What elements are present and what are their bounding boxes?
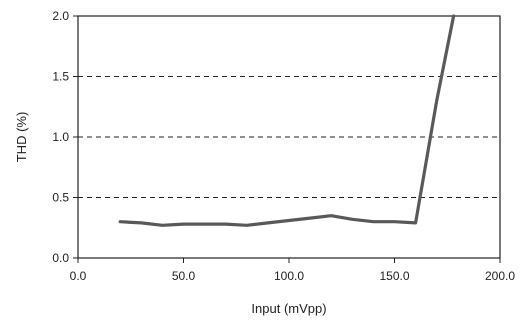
x-axis-title: Input (mVpp) [251,301,326,316]
x-tick-label: 100.0 [274,269,304,283]
x-tick-label: 150.0 [379,269,409,283]
axis-ticks: 0.0 0.5 1.0 1.5 2.0 0.0 50.0 100.0 150.0 200.0 [52,9,515,283]
y-tick-label: 0.5 [52,191,69,205]
series-layer [118,14,456,227]
y-tick-label: 1.5 [52,70,69,84]
y-tick-label: 1.0 [52,130,69,144]
y-tick-label: 2.0 [52,9,69,23]
y-axis-title: THD (%) [14,112,29,163]
x-tick-label: 200.0 [485,269,515,283]
x-tick-label: 50.0 [172,269,196,283]
x-tick-label: 0.0 [70,269,87,283]
thd-series-line [118,14,456,227]
y-tick-label: 0.0 [52,251,69,265]
